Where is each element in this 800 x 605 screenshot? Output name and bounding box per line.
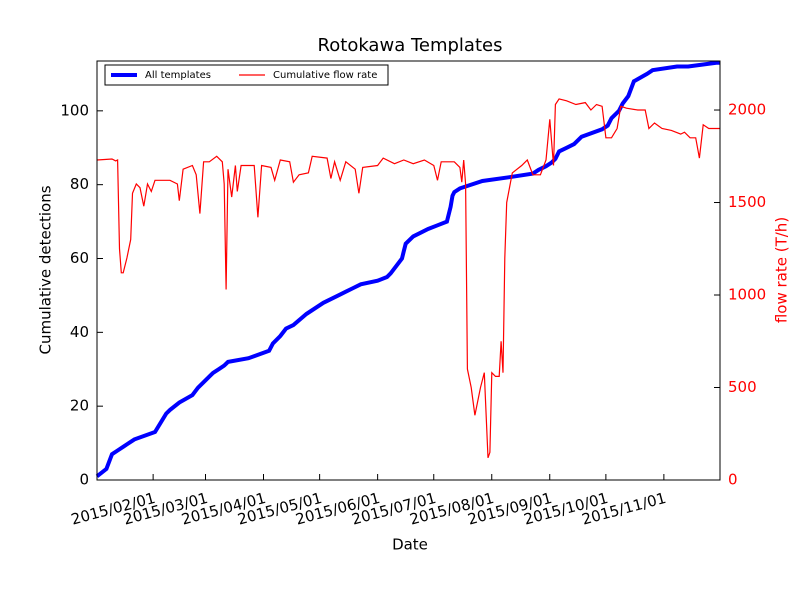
series-line bbox=[96, 98, 720, 458]
y2-tick-label: 1000 bbox=[728, 286, 766, 304]
series-line bbox=[95, 60, 720, 478]
x-axis-label: Date bbox=[392, 536, 428, 554]
y2-tick-label: 1500 bbox=[728, 193, 766, 211]
y-tick-label: 80 bbox=[70, 175, 89, 193]
y2-tick-label: 0 bbox=[728, 471, 738, 489]
y-tick-label: 100 bbox=[60, 101, 89, 119]
y2-tick-label: 2000 bbox=[728, 101, 766, 119]
chart-title: Rotokawa Templates bbox=[318, 35, 503, 56]
legend-label: All templates bbox=[145, 70, 211, 81]
plot-frame bbox=[96, 60, 721, 481]
y-tick-label: 20 bbox=[70, 397, 89, 415]
legend-label: Cumulative flow rate bbox=[273, 70, 377, 81]
y-axis-label: Cumulative detections bbox=[37, 185, 55, 354]
y-tick-label: 60 bbox=[70, 249, 89, 267]
y-tick-label: 0 bbox=[79, 471, 89, 489]
y2-tick-label: 500 bbox=[728, 378, 757, 396]
y-tick-label: 40 bbox=[70, 323, 89, 341]
y2-axis-label: flow rate (T/h) bbox=[773, 217, 791, 323]
